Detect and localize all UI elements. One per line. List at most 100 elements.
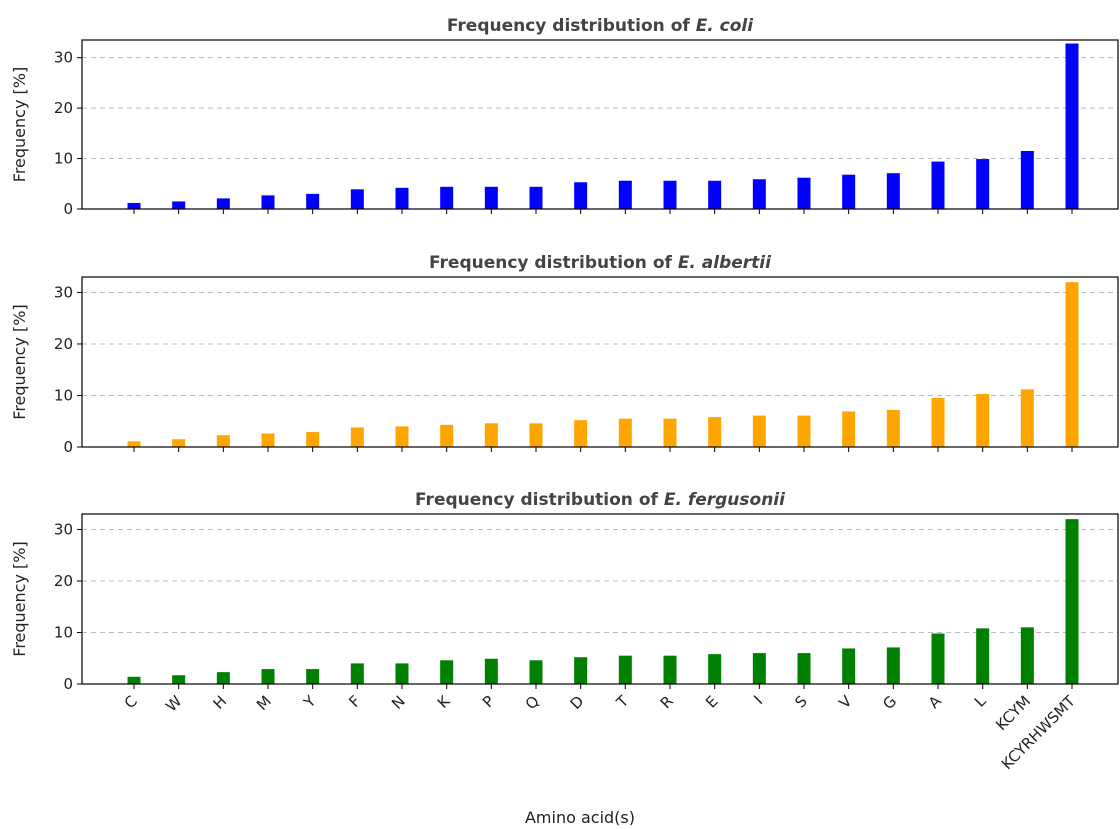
bar-w: [172, 439, 186, 447]
x-tick-label-d: D: [567, 692, 588, 713]
bar-c: [127, 676, 141, 684]
chart-title-species: E. fergusonii: [664, 490, 786, 510]
bar-kcyrhwsmt: [1065, 519, 1079, 684]
bar-n: [395, 663, 409, 684]
chart-title-species: E. coli: [696, 16, 755, 36]
bar-r: [663, 418, 677, 447]
y-axis-label: Frequency [%]: [10, 541, 29, 656]
y-tick-label: 20: [54, 572, 73, 590]
bar-s: [797, 653, 811, 684]
x-tick-label-kcym: KCYM: [992, 692, 1034, 734]
bar-c: [127, 441, 141, 447]
bar-t: [618, 418, 632, 447]
chart-title: Frequency distribution of E. coli: [447, 16, 754, 36]
plot-frame: [81, 276, 1119, 448]
x-tick-label-t: T: [612, 692, 633, 713]
y-tick-label: 30: [54, 283, 73, 301]
y-tick-label: 10: [54, 386, 73, 404]
bar-y: [306, 193, 320, 209]
bar-e: [708, 180, 722, 209]
bar-d: [574, 657, 588, 684]
bar-l: [976, 159, 990, 209]
bar-m: [261, 669, 275, 684]
y-tick-label: 30: [54, 49, 73, 67]
bar-y: [306, 432, 320, 447]
bar-m: [261, 195, 275, 209]
x-tick-label-m: M: [253, 692, 275, 714]
x-tick-label-v: V: [836, 692, 857, 713]
bar-t: [618, 655, 632, 684]
chart-title-prefix: Frequency distribution of: [415, 490, 664, 510]
bar-i: [752, 653, 766, 684]
bar-i: [752, 179, 766, 209]
bar-g: [886, 409, 900, 447]
bar-g: [886, 173, 900, 209]
bar-d: [574, 182, 588, 209]
bar-a: [931, 161, 945, 209]
bar-v: [842, 411, 856, 447]
bar-kcyrhwsmt: [1065, 282, 1079, 447]
chart-title-species: E. albertii: [678, 253, 772, 273]
x-tick-label-p: P: [479, 692, 498, 711]
bar-h: [216, 198, 230, 209]
bar-kcym: [1020, 150, 1034, 209]
bar-c: [127, 202, 141, 209]
bar-p: [484, 186, 498, 209]
bar-l: [976, 628, 990, 684]
x-tick-label-c: C: [121, 692, 141, 712]
bar-l: [976, 393, 990, 447]
bar-r: [663, 655, 677, 684]
x-tick-label-f: F: [345, 692, 364, 711]
x-tick-label-w: W: [162, 692, 185, 715]
chart-title: Frequency distribution of E. albertii: [429, 253, 772, 273]
y-tick-label: 0: [63, 200, 73, 218]
bar-n: [395, 187, 409, 209]
plot-frame: [81, 513, 1119, 685]
x-axis-label: Amino acid(s): [525, 808, 635, 827]
y-tick-label: 10: [54, 623, 73, 641]
x-tick-label-g: G: [879, 692, 900, 713]
chart-title-prefix: Frequency distribution of: [447, 16, 696, 36]
bar-v: [842, 648, 856, 684]
bar-k: [440, 424, 454, 447]
y-tick-label: 0: [63, 438, 73, 456]
chart-title-prefix: Frequency distribution of: [429, 253, 678, 273]
x-tick-label-n: N: [388, 692, 409, 713]
bar-f: [350, 189, 364, 209]
bar-k: [440, 186, 454, 209]
x-tick-label-q: Q: [522, 692, 543, 713]
bar-q: [529, 660, 543, 684]
bar-n: [395, 426, 409, 447]
y-tick-label: 20: [54, 335, 73, 353]
y-tick-label: 20: [54, 99, 73, 117]
bar-e: [708, 417, 722, 447]
chart-title: Frequency distribution of E. fergusonii: [415, 490, 786, 510]
bar-w: [172, 201, 186, 209]
x-tick-label-k: K: [434, 691, 455, 712]
bar-a: [931, 398, 945, 447]
bar-f: [350, 663, 364, 684]
bar-p: [484, 658, 498, 684]
bar-s: [797, 177, 811, 209]
bar-v: [842, 174, 856, 209]
bar-i: [752, 415, 766, 447]
bar-p: [484, 423, 498, 447]
bar-y: [306, 669, 320, 684]
bar-h: [216, 435, 230, 447]
x-tick-label-a: A: [925, 692, 946, 713]
y-axis-label: Frequency [%]: [10, 304, 29, 419]
x-tick-label-l: L: [971, 692, 990, 711]
bar-kcym: [1020, 389, 1034, 447]
bar-s: [797, 415, 811, 447]
bar-e: [708, 654, 722, 684]
bar-kcyrhwsmt: [1065, 43, 1079, 209]
x-tick-label-r: R: [657, 692, 677, 712]
bar-d: [574, 420, 588, 447]
x-tick-label-y: Y: [300, 692, 321, 713]
bar-f: [350, 427, 364, 447]
bar-q: [529, 186, 543, 209]
y-tick-label: 0: [63, 675, 73, 693]
x-tick-label-h: H: [209, 692, 230, 713]
